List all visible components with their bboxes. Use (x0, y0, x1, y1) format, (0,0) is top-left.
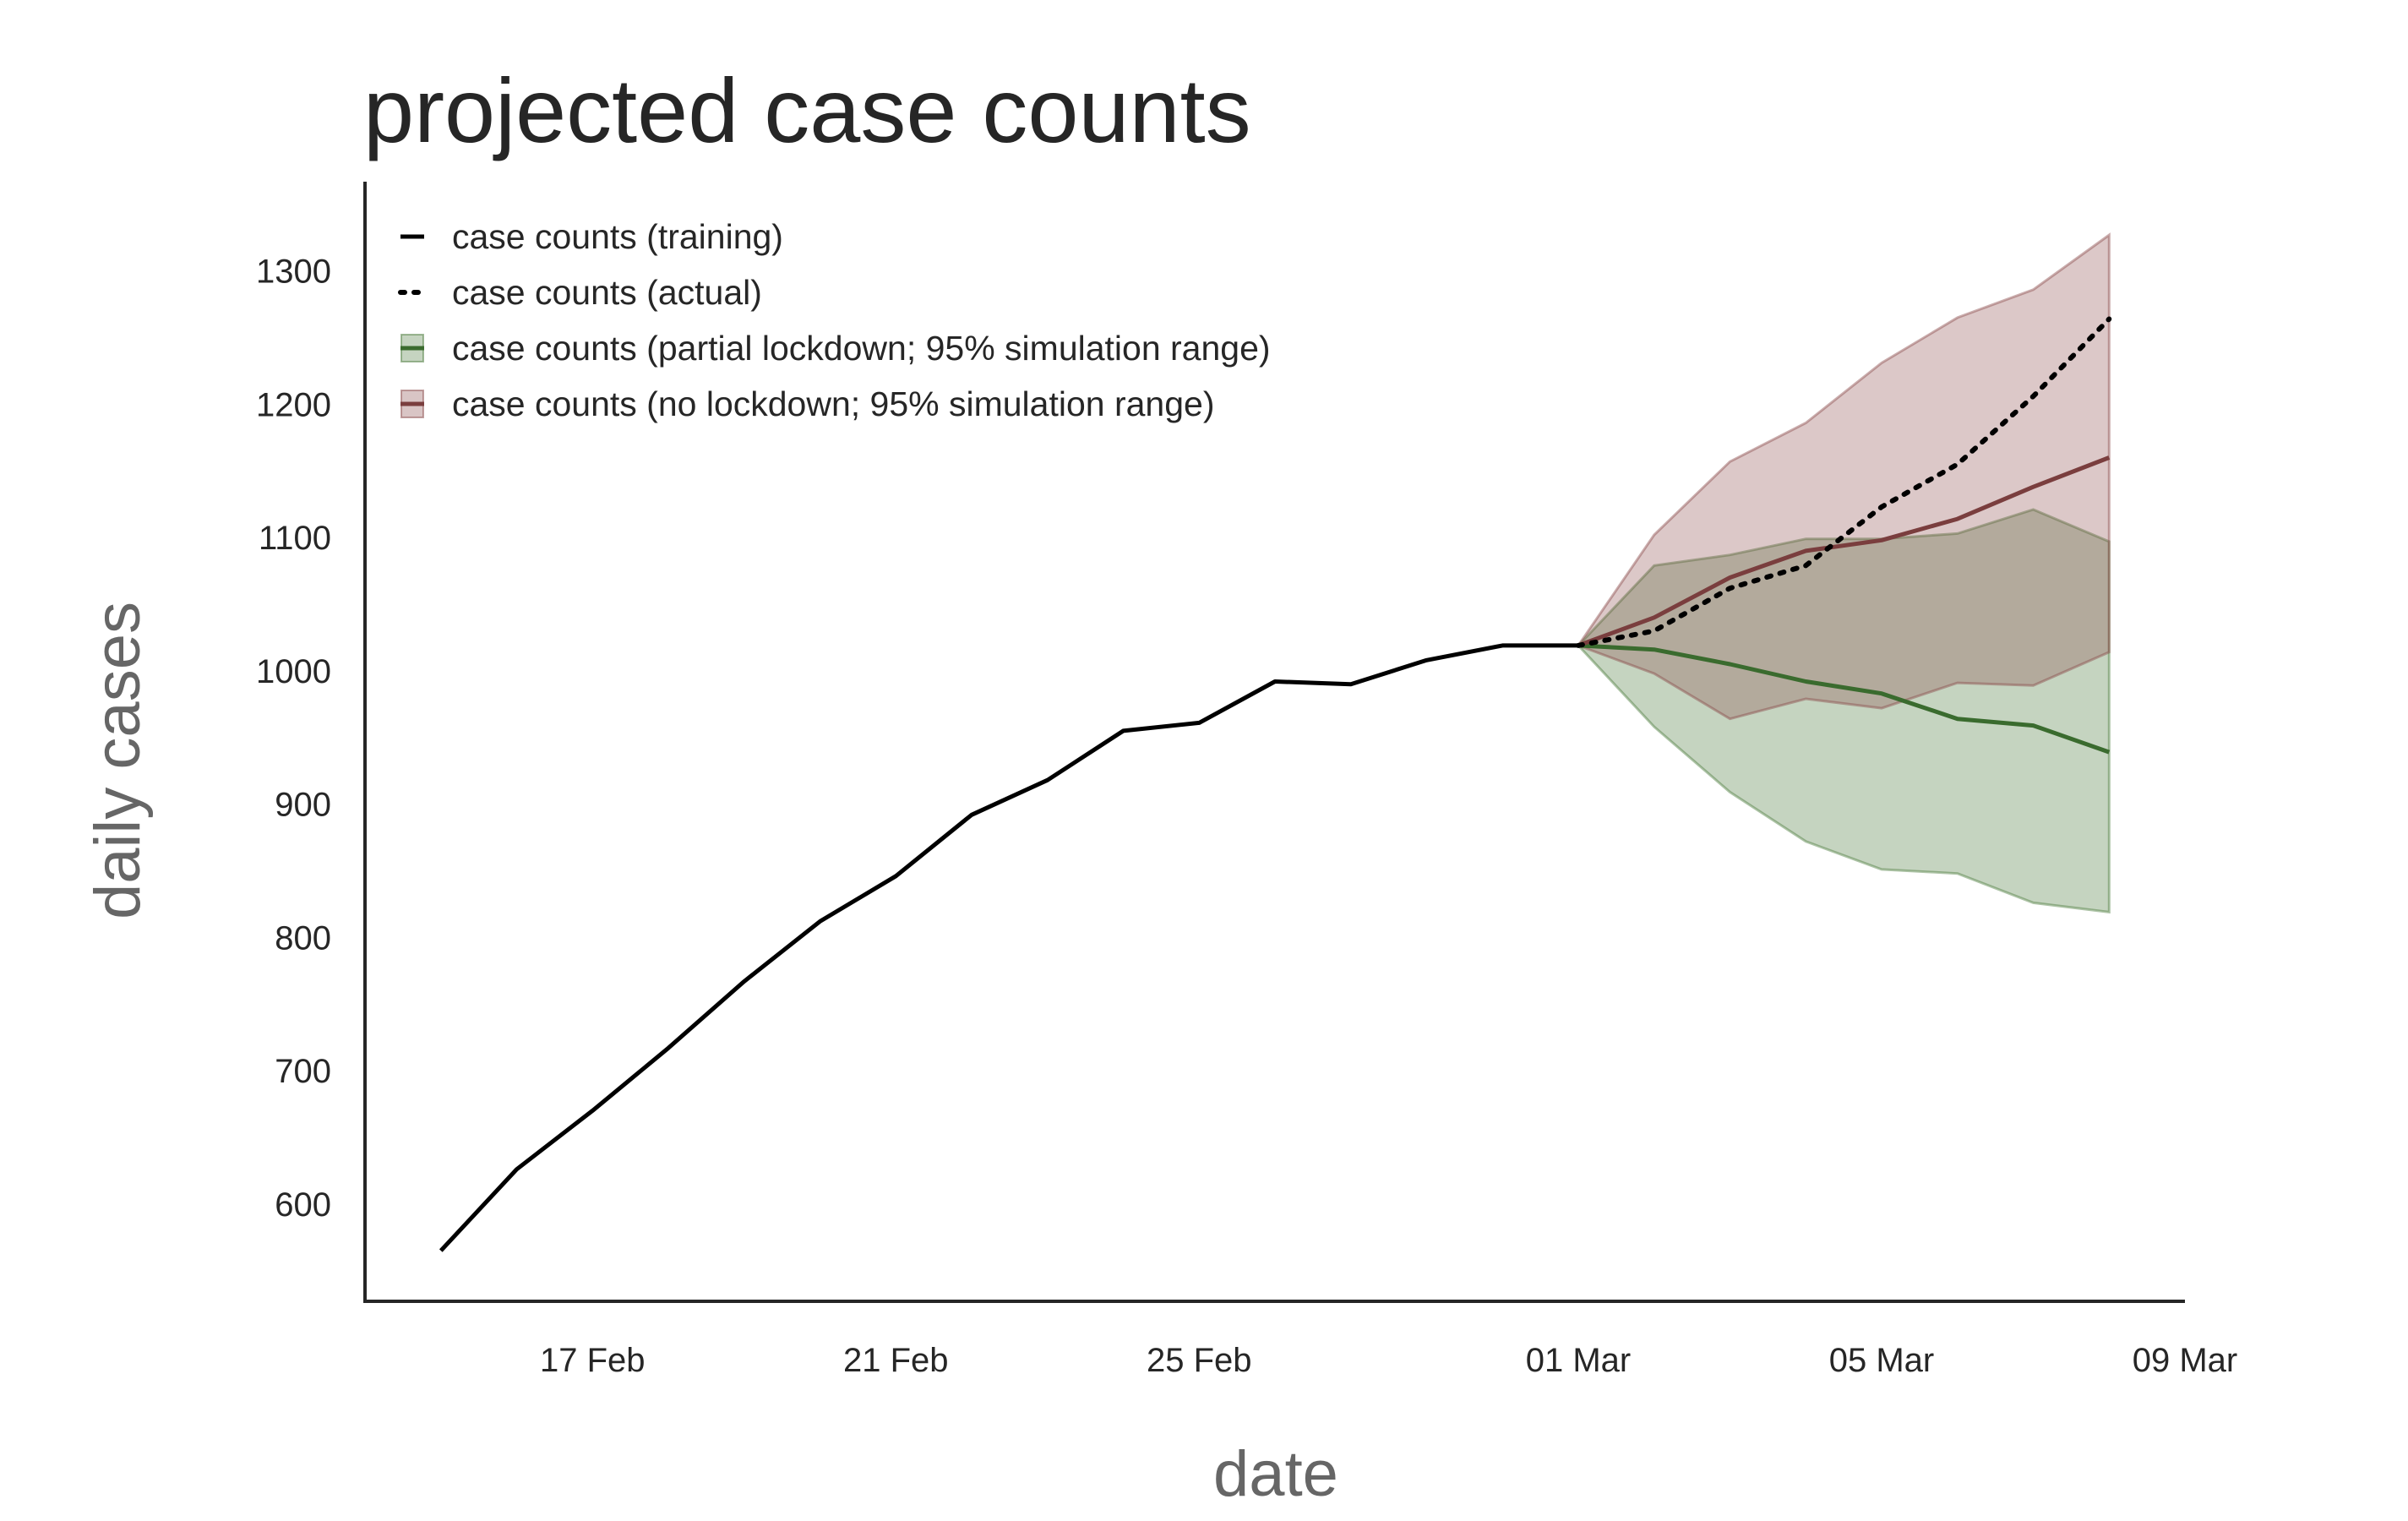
y-tick-label: 1300 (256, 254, 331, 291)
x-tick-label: 21 Feb (843, 1342, 949, 1379)
legend-label-actual: case counts (actual) (452, 273, 762, 312)
y-tick-label: 700 (275, 1053, 331, 1090)
line-training (439, 643, 1578, 1252)
y-axis-label: daily cases (82, 602, 154, 919)
y-ticks: 600 700 800 900 1000 1100 1200 1300 (256, 254, 331, 1224)
x-tick-label: 09 Mar (2133, 1342, 2238, 1379)
x-axis-label: date (1213, 1438, 1338, 1510)
x-tick-label: 01 Mar (1526, 1342, 1632, 1379)
x-tick-label: 17 Feb (540, 1342, 646, 1379)
series-lines (439, 316, 2112, 1252)
y-tick-label: 900 (275, 787, 331, 824)
band-no-lockdown (1576, 232, 2111, 721)
x-tick-label: 05 Mar (1829, 1342, 1935, 1379)
confidence-bands (1576, 232, 2111, 914)
legend-label-no: case counts (no lockdown; 95% simulation… (452, 384, 1214, 423)
y-tick-label: 1000 (256, 653, 331, 690)
chart-title: projected case counts (363, 59, 1251, 161)
legend-label-partial: case counts (partial lockdown; 95% simul… (452, 329, 1271, 368)
y-tick-label: 1100 (259, 520, 331, 557)
legend: case counts (training) case counts (actua… (398, 217, 1271, 423)
x-tick-label: 25 Feb (1147, 1342, 1252, 1379)
line-no-lockdown (1577, 455, 2111, 648)
legend-label-training: case counts (training) (452, 217, 783, 256)
y-tick-label: 600 (275, 1186, 331, 1224)
y-tick-label: 800 (275, 919, 331, 957)
x-ticks: 17 Feb 21 Feb 25 Feb 01 Mar 05 Mar 09 Mar (540, 1342, 2237, 1379)
y-tick-label: 1200 (256, 386, 331, 423)
band-partial-lockdown (1576, 508, 2111, 914)
line-partial-lockdown (1577, 643, 2111, 755)
